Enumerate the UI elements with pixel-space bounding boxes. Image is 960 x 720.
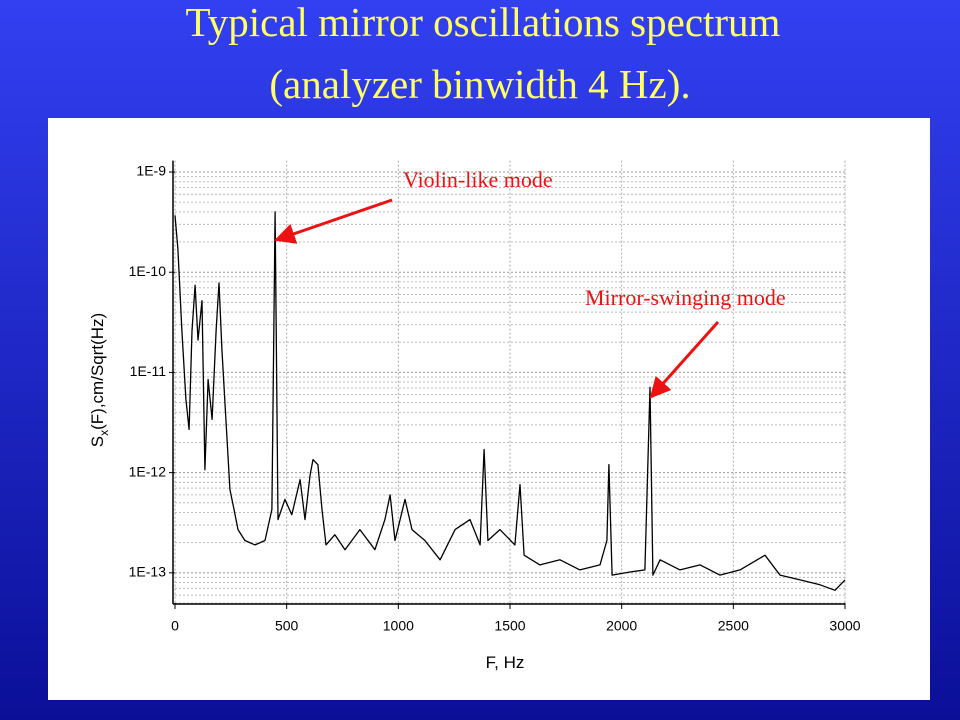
annotation: Violin-like mode: [403, 167, 553, 192]
x-tick-label: 500: [275, 618, 299, 634]
plot: 1E-13 1E-12 1E-11 1E-10 1E-9 0 500 1000 1500 2000…: [129, 160, 861, 634]
y-tick-label: 1E-9: [136, 163, 166, 179]
spectrum-line: [174, 211, 846, 591]
title-line: (analyzer binwidth 4 Hz).: [269, 61, 690, 107]
x-tick-label: 2000: [606, 618, 637, 634]
y-label-part: S: [88, 436, 107, 447]
y-axis-label: Sx(F),cm/Sqrt(Hz): [88, 313, 111, 447]
y-label-sub: x: [97, 430, 111, 436]
annotation: Mirror-swinging mode: [585, 285, 786, 310]
y-tick-label: 1E-13: [129, 564, 167, 580]
x-tick-label: 0: [171, 618, 179, 634]
y-label-part: (F),cm/Sqrt(Hz): [88, 313, 107, 430]
x-axis-label: F, Hz: [486, 653, 525, 672]
x-tick-label: 1000: [383, 618, 414, 634]
x-tick-label: 1500: [494, 618, 525, 634]
chart-panel: [48, 118, 930, 700]
annotation-arrow: [649, 321, 720, 399]
title-line: Typical mirror oscillations spectrum: [186, 0, 781, 45]
x-tick-label: 2500: [718, 618, 749, 634]
y-tick-label: 1E-10: [129, 263, 167, 279]
y-tick-label: 1E-12: [129, 463, 167, 479]
x-tick-label: 3000: [829, 618, 860, 634]
annotation-arrow: [274, 198, 393, 244]
y-tick-label: 1E-11: [130, 363, 167, 379]
